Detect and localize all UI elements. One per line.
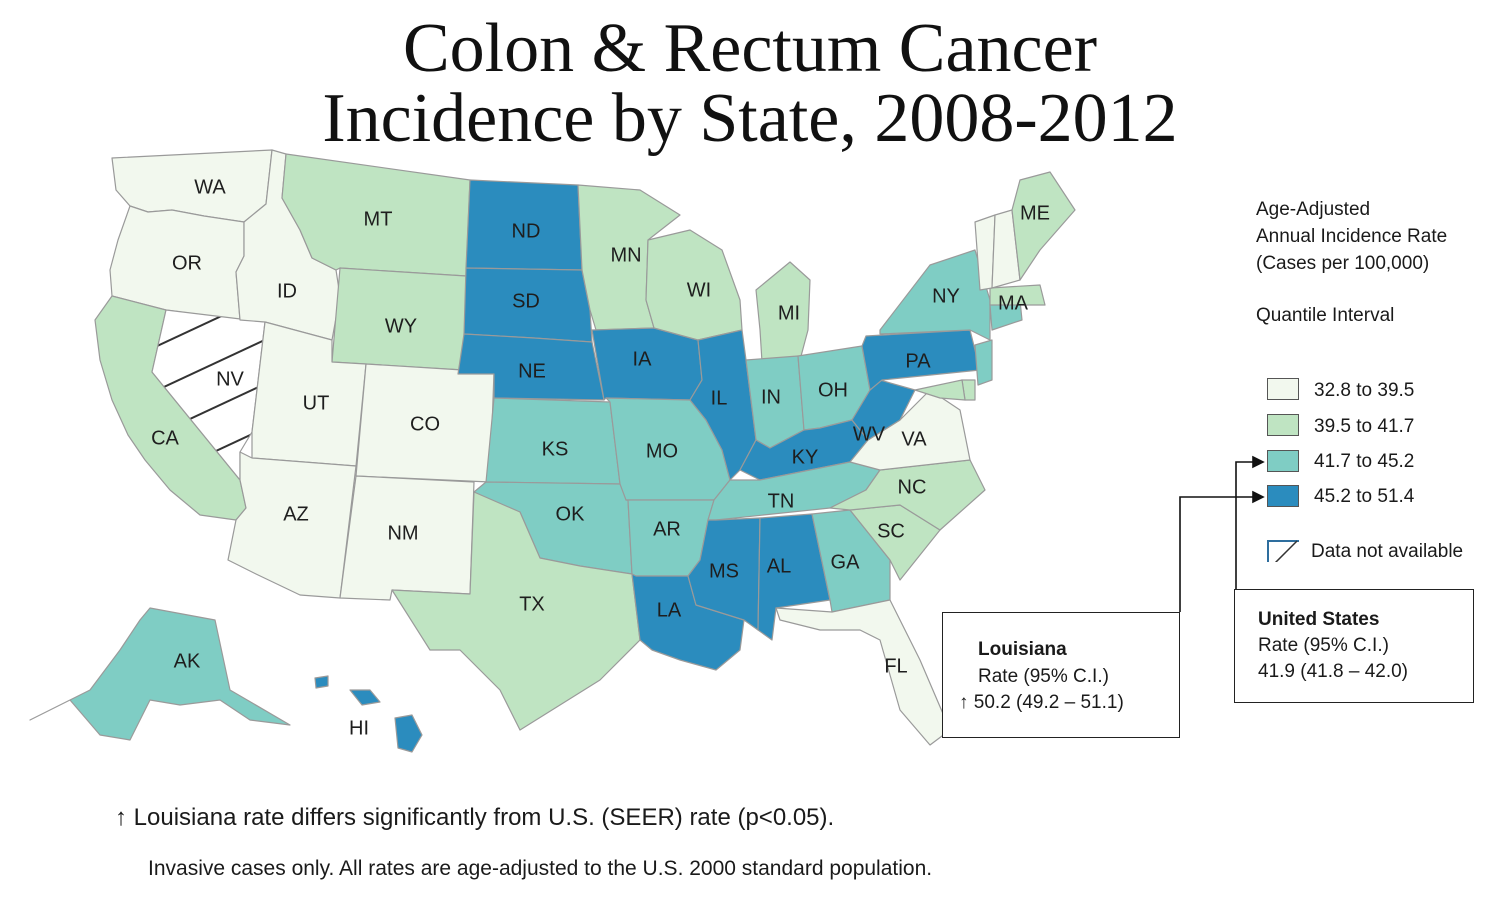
legend-interval-heading: Quantile Interval	[1256, 305, 1395, 326]
us-info-box: United States Rate (95% C.I.) 41.9 (41.8…	[1234, 589, 1474, 703]
state-label-ar: AR	[653, 518, 681, 540]
state-label-mo: MO	[646, 440, 678, 462]
state-label-ks: KS	[542, 438, 569, 460]
state-label-nc: NC	[898, 476, 927, 498]
legend-swatch-q1	[1267, 378, 1299, 400]
state-ny	[879, 249, 991, 341]
footnote-significance: ↑ Louisiana rate differs significantly f…	[115, 804, 835, 831]
state-label-ca: CA	[151, 427, 179, 449]
state-label-or: OR	[172, 252, 202, 274]
page-title-line2: Incidence by State, 2008-2012	[322, 80, 1178, 157]
state-label-wi: WI	[687, 279, 711, 301]
legend-label-q4: 45.2 to 51.4	[1314, 486, 1415, 507]
state-label-tn: TN	[768, 490, 795, 512]
us-connector	[1235, 461, 1253, 589]
state-label-mt: MT	[364, 208, 393, 230]
state-label-wa: WA	[194, 176, 226, 198]
state-me	[1011, 171, 1076, 281]
state-label-nm: NM	[387, 522, 418, 544]
legend-swatch-q3	[1267, 450, 1299, 472]
state-label-al: AL	[767, 555, 791, 577]
state-label-ne: NE	[518, 360, 546, 382]
state-label-ky: KY	[792, 446, 819, 468]
state-label-ak: AK	[174, 650, 201, 672]
state-label-ut: UT	[303, 392, 330, 414]
state-fl	[775, 599, 951, 746]
state-ak	[29, 607, 291, 741]
state-label-ok: OK	[556, 503, 586, 525]
louisiana-box-title: Louisiana	[978, 639, 1067, 660]
legend-swatch-na	[1267, 540, 1299, 562]
us-arrowhead	[1252, 455, 1265, 469]
state-label-ia: IA	[633, 348, 653, 370]
state-label-ny: NY	[932, 285, 960, 307]
connector-lines	[1179, 455, 1265, 612]
legend-heading-line1: Age-Adjusted	[1256, 199, 1371, 220]
legend-label-q3: 41.7 to 45.2	[1314, 451, 1415, 472]
louisiana-arrowhead	[1252, 490, 1265, 504]
state-label-ms: MS	[709, 560, 739, 582]
state-ne	[457, 333, 605, 401]
state-label-me: ME	[1020, 202, 1050, 224]
state-label-la: LA	[657, 599, 682, 621]
louisiana-box-rate-label: Rate (95% C.I.)	[978, 666, 1109, 687]
state-label-nv: NV	[216, 368, 244, 390]
us-box-value: 41.9 (41.8 – 42.0)	[1258, 661, 1408, 682]
state-label-wv: WV	[853, 423, 886, 445]
state-label-ma: MA	[998, 292, 1029, 314]
state-label-wy: WY	[385, 315, 417, 337]
louisiana-connector	[1179, 496, 1253, 612]
state-label-va: VA	[901, 428, 927, 450]
state-label-az: AZ	[283, 503, 309, 525]
state-label-id: ID	[277, 280, 297, 302]
legend-label-q2: 39.5 to 41.7	[1314, 416, 1415, 437]
footnote-methodology: Invasive cases only. All rates are age-a…	[148, 857, 933, 880]
state-label-il: IL	[711, 387, 728, 409]
us-box-rate-label: Rate (95% C.I.)	[1258, 635, 1389, 656]
louisiana-info-box: Louisiana Rate (95% C.I.) ↑ 50.2 (49.2 –…	[942, 612, 1180, 738]
state-ma	[989, 284, 1046, 306]
state-label-tx: TX	[519, 593, 545, 615]
state-label-oh: OH	[818, 379, 848, 401]
state-label-in: IN	[761, 386, 781, 408]
state-label-sd: SD	[512, 290, 540, 312]
legend-heading-line2: Annual Incidence Rate	[1256, 226, 1448, 247]
state-label-mi: MI	[778, 302, 800, 324]
louisiana-box-value: 50.2 (49.2 – 51.1)	[973, 692, 1124, 713]
legend-label-q1: 32.8 to 39.5	[1314, 380, 1415, 401]
state-label-ga: GA	[831, 551, 861, 573]
legend-heading: Age-Adjusted Annual Incidence Rate (Case…	[1256, 196, 1447, 277]
state-label-hi: HI	[349, 717, 369, 739]
state-md	[914, 379, 966, 401]
significance-arrow-icon: ↑	[959, 692, 969, 713]
state-label-pa: PA	[905, 350, 931, 372]
state-tx	[391, 491, 641, 731]
state-label-sc: SC	[877, 520, 905, 542]
legend-heading-line3: (Cases per 100,000)	[1256, 253, 1430, 274]
legend-swatch-q4	[1267, 485, 1299, 507]
state-label-fl: FL	[884, 655, 907, 677]
state-label-nd: ND	[512, 220, 541, 242]
state-label-mn: MN	[610, 244, 641, 266]
legend-swatch-q2	[1267, 414, 1299, 436]
legend-label-na: Data not available	[1311, 541, 1464, 562]
us-box-title: United States	[1258, 609, 1380, 630]
state-label-co: CO	[410, 413, 440, 435]
page-title-line1: Colon & Rectum Cancer	[402, 10, 1098, 87]
state-nj	[974, 339, 993, 386]
state-hi	[314, 675, 423, 753]
state-mi	[755, 261, 811, 363]
